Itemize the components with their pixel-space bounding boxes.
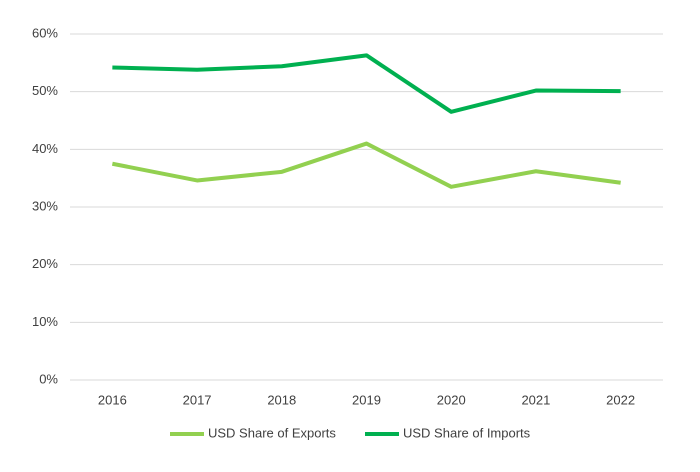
legend-label: USD Share of Exports [208, 425, 336, 440]
y-tick-label: 30% [32, 198, 58, 213]
x-tick-label: 2022 [606, 392, 635, 407]
data-line [111, 141, 621, 189]
legend-label: USD Share of Imports [403, 425, 531, 440]
y-tick-label: 60% [32, 25, 58, 40]
y-tick-label: 20% [32, 256, 58, 271]
x-tick-label: 2021 [521, 392, 550, 407]
x-tick-label: 2019 [352, 392, 381, 407]
y-tick-label: 0% [39, 371, 58, 386]
x-tick-label: 2017 [183, 392, 212, 407]
x-tick-label: 2016 [98, 392, 127, 407]
data-line [112, 53, 621, 114]
y-tick-label: 40% [32, 141, 58, 156]
x-tick-label: 2018 [267, 392, 296, 407]
y-tick-label: 50% [32, 83, 58, 98]
x-tick-label: 2020 [437, 392, 466, 407]
y-tick-label: 10% [32, 314, 58, 329]
